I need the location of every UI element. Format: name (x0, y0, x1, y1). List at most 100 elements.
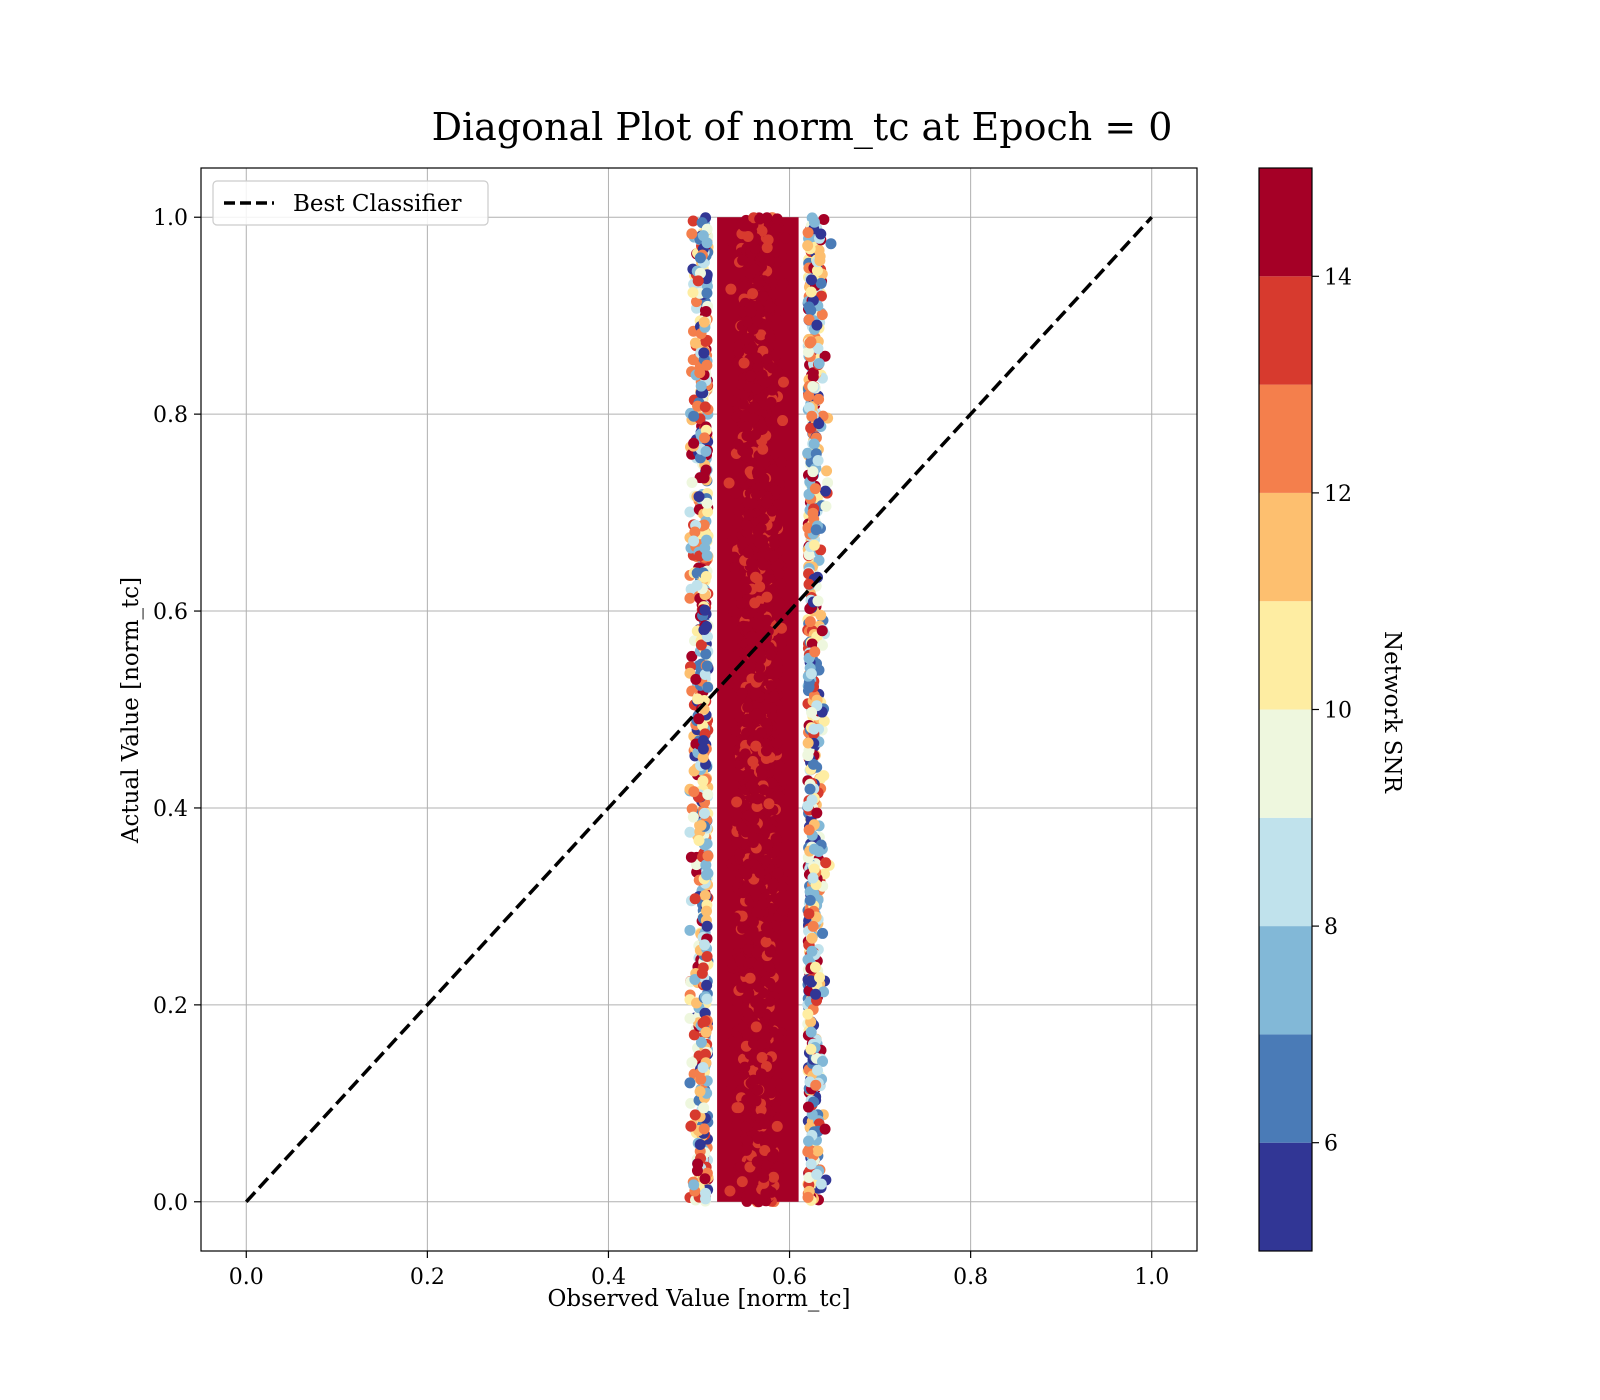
scatter-point (807, 758, 819, 770)
scatter-point (691, 579, 703, 591)
scatter-point (774, 760, 786, 772)
scatter-point (742, 1135, 754, 1147)
scatter-point (744, 928, 756, 940)
scatter-point (750, 489, 762, 501)
scatter-point (803, 908, 815, 920)
scatter-point (744, 972, 756, 984)
scatter-point (761, 703, 773, 715)
scatter-point (812, 455, 824, 467)
scatter-point (757, 291, 769, 303)
scatter-point (737, 254, 749, 266)
scatter-point (699, 401, 711, 413)
scatter-point (739, 1121, 751, 1133)
colorbar-tick-label: 8 (1324, 915, 1338, 940)
scatter-point (758, 784, 770, 796)
scatter-point (768, 1011, 780, 1023)
scatter-point (687, 215, 699, 227)
scatter-point (750, 1021, 762, 1033)
scatter-point (805, 1043, 817, 1055)
scatter-point (755, 1104, 767, 1116)
scatter-point (770, 349, 782, 361)
chart-title: Diagonal Plot of norm_tc at Epoch = 0 (432, 105, 1173, 150)
scatter-point (802, 227, 814, 239)
scatter-point (685, 1097, 697, 1109)
scatter-point (802, 1146, 814, 1158)
scatter-point (733, 1102, 745, 1114)
scatter-point (701, 497, 713, 509)
scatter-point (727, 534, 739, 546)
scatter-point (695, 1036, 707, 1048)
scatter-point (742, 230, 754, 242)
scatter-point (734, 848, 746, 860)
scatter-point (772, 1038, 784, 1050)
y-tick-label: 0.6 (153, 600, 188, 625)
scatter-point (771, 1120, 783, 1132)
scatter-point (688, 1029, 700, 1041)
scatter-point (697, 751, 709, 763)
plot-frame (200, 167, 1198, 1252)
scatter-point (811, 1169, 823, 1181)
scatter-point (773, 1161, 785, 1173)
scatter-point (701, 979, 713, 991)
scatter-point (762, 838, 774, 850)
scatter-point (764, 331, 776, 343)
scatter-point (701, 660, 713, 672)
colorbar-segment (1259, 384, 1312, 493)
scatter-point (812, 1145, 824, 1157)
scatter-point (803, 578, 815, 590)
scatter-point (699, 432, 711, 444)
scatter-point (813, 393, 825, 405)
scatter-point (753, 537, 765, 549)
scatter-point (700, 1187, 712, 1199)
scatter-point (758, 513, 770, 525)
scatter-point (686, 1057, 698, 1069)
scatter-point (805, 274, 817, 286)
scatter-point (807, 466, 819, 478)
scatter-point (817, 927, 829, 939)
scatter-point (697, 743, 709, 755)
scatter-point (702, 681, 714, 693)
scatter-point (684, 506, 696, 518)
scatter-point (780, 1101, 792, 1113)
y-tick-label: 0.8 (153, 403, 188, 428)
scatter-point (803, 681, 815, 693)
scatter-point (754, 662, 766, 674)
legend-label: Best Classifier (293, 191, 461, 217)
scatter-point (684, 826, 696, 838)
x-tick-label: 0.4 (591, 1265, 626, 1290)
scatter-point (813, 358, 825, 370)
scatter-point (768, 691, 780, 703)
scatter-point (737, 306, 749, 318)
scatter-point (810, 1079, 822, 1091)
scatter-point (702, 850, 714, 862)
scatter-point (727, 1036, 739, 1048)
scatter-point (817, 1055, 829, 1067)
scatter-point (757, 898, 769, 910)
scatter-point (750, 740, 762, 752)
scatter-point (743, 810, 755, 822)
scatter-point (699, 939, 711, 951)
scatter-point (695, 1073, 707, 1085)
scatter-point (684, 592, 696, 604)
legend: Best Classifier (212, 180, 489, 226)
x-tick-label: 0.8 (953, 1265, 988, 1290)
scatter-point (812, 343, 824, 355)
scatter-point (726, 235, 738, 247)
scatter-point (689, 973, 701, 985)
scatter-point (768, 288, 780, 300)
scatter-point (745, 306, 757, 318)
scatter-point (702, 506, 714, 518)
scatter-point (805, 1026, 817, 1038)
scatter-point (805, 422, 817, 434)
scatter-point (763, 798, 775, 810)
scatter-point (751, 906, 763, 918)
scatter-point (761, 353, 773, 365)
scatter-point (806, 707, 818, 719)
x-axis-label: Observed Value [norm_tc] (548, 1286, 851, 1312)
scatter-point (692, 693, 704, 705)
scatter-point (689, 337, 701, 349)
scatter-point (697, 735, 709, 747)
scatter-point (697, 775, 709, 787)
scatter-point (778, 376, 790, 388)
scatter-point (698, 472, 710, 484)
